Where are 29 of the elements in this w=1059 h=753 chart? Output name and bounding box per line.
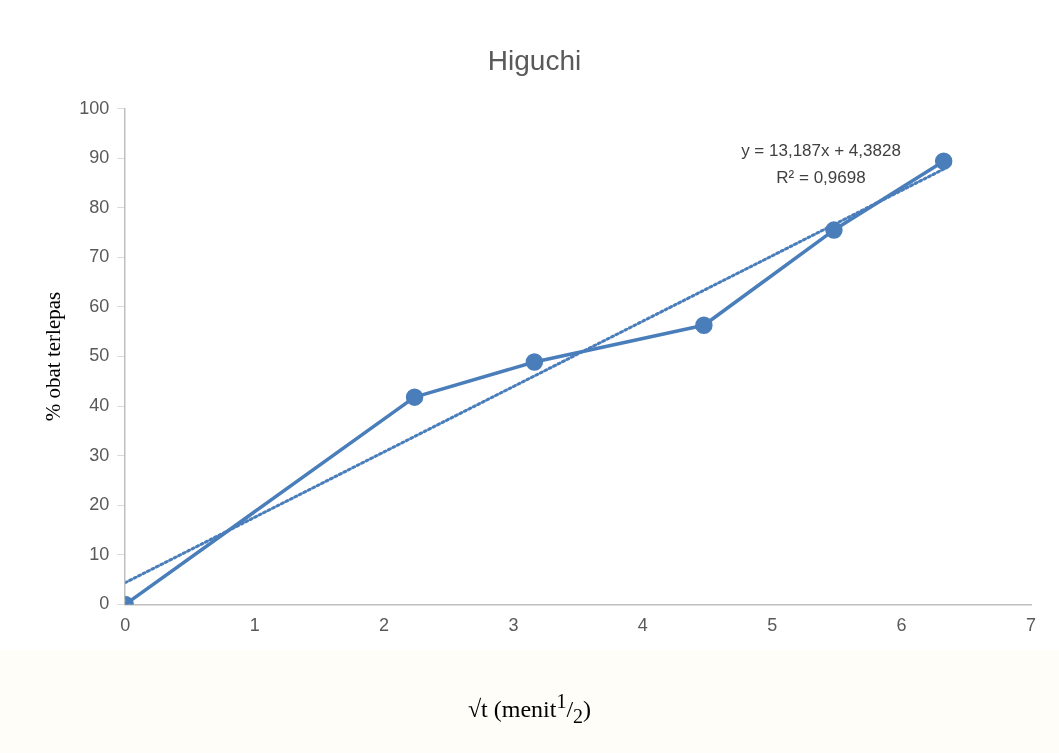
x-tick-label: 7 <box>1025 615 1037 636</box>
y-tick-label: 10 <box>89 543 110 564</box>
y-tick-label: 100 <box>79 97 110 118</box>
x-tick-label: 3 <box>508 615 519 636</box>
x-tick-label: 2 <box>379 615 390 636</box>
point <box>525 353 544 371</box>
point <box>934 152 953 170</box>
point <box>405 388 424 406</box>
x-tick-label: 1 <box>249 615 260 636</box>
y-tick-label: 50 <box>89 345 110 366</box>
chart-title: Higuchi <box>487 44 582 76</box>
x-tick-label: 5 <box>767 615 778 636</box>
annotation: y = 13,187x + 4,3828 <box>741 141 901 161</box>
y-axis-title: % obat terlepas <box>41 291 66 422</box>
x-axis-title: √t (menit$^{1}$/$_{2}$) <box>466 690 593 728</box>
y-tick-label: 0 <box>99 593 110 614</box>
annotation: R² = 0,9698 <box>776 168 866 188</box>
y-tick-label: 70 <box>89 246 110 267</box>
point <box>695 316 713 335</box>
y-tick-label: 80 <box>89 196 110 217</box>
x-tick-label: 0 <box>120 615 131 636</box>
y-tick-label: 60 <box>89 295 110 316</box>
x-tick-label: 4 <box>637 615 648 636</box>
y-tick-label: 30 <box>89 444 110 465</box>
x-tick-label: 6 <box>896 615 907 636</box>
y-tick-label: 90 <box>89 147 110 168</box>
y-tick-label: 40 <box>89 395 110 416</box>
y-tick-label: 20 <box>89 494 110 515</box>
point <box>825 221 843 239</box>
